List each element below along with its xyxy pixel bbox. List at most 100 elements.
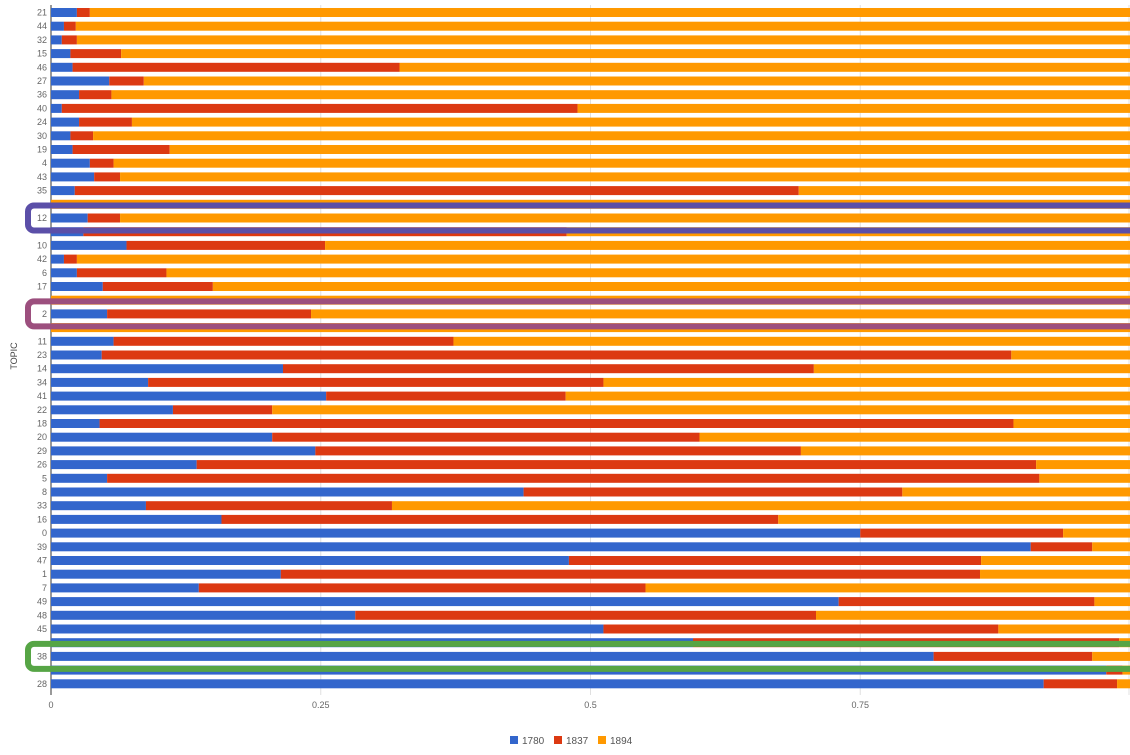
bar-segment-1837 <box>145 501 392 511</box>
bar-segment-1780 <box>51 8 77 17</box>
bar-segment-1780 <box>51 556 569 565</box>
category-label: 42 <box>37 254 47 264</box>
bar-segment-1780 <box>51 282 103 291</box>
bar-segment-1894 <box>1092 542 1130 552</box>
category-label: 14 <box>37 364 47 374</box>
bar-segment-1837 <box>860 528 1064 538</box>
bar-segment-1894 <box>75 21 1130 31</box>
bar-segment-1894 <box>1117 679 1130 689</box>
bar-segment-1837 <box>1043 679 1118 689</box>
bar-segment-1894 <box>645 583 1130 593</box>
category-labels: 2144321546273640243019443351210426172112… <box>37 8 47 689</box>
bar-segment-1780 <box>51 487 524 497</box>
bar-segment-1894 <box>272 405 1130 415</box>
category-label: 4 <box>42 158 47 168</box>
category-label: 19 <box>37 145 47 155</box>
bar-segment-1837 <box>70 131 94 141</box>
bar-segment-1837 <box>107 473 1040 483</box>
bar-segment-1837 <box>70 49 122 59</box>
bar-segment-1894 <box>453 336 1130 346</box>
bar-segment-1780 <box>51 514 222 524</box>
bar-segment-1780 <box>51 90 80 100</box>
bar-segment-1780 <box>51 528 861 538</box>
bar-segment-1780 <box>51 679 1044 689</box>
category-label: 20 <box>37 432 47 442</box>
category-label: 43 <box>37 172 47 182</box>
bar-segment-1780 <box>51 364 283 374</box>
bar-segment-1894 <box>603 377 1130 387</box>
bar-segment-1780 <box>51 76 110 86</box>
category-label: 28 <box>37 679 47 689</box>
bar-segment-1837 <box>107 309 312 319</box>
bar-segment-1780 <box>51 542 1031 552</box>
bar-segment-1894 <box>813 364 1130 374</box>
category-label: 10 <box>37 240 47 250</box>
bar-segment-1894 <box>391 501 1130 511</box>
bar-segment-1780 <box>51 35 62 45</box>
bar-segment-1780 <box>51 405 173 415</box>
bar-segment-1780 <box>51 145 73 154</box>
category-label: 11 <box>38 336 47 346</box>
category-label: 30 <box>37 131 47 141</box>
bar-segment-1837 <box>603 624 999 634</box>
bar-segment-1780 <box>51 624 604 634</box>
bar-segment-1894 <box>1039 473 1130 483</box>
bar-segment-1837 <box>109 76 144 86</box>
category-label: 47 <box>37 556 47 566</box>
bar-segment-1837 <box>102 282 213 291</box>
category-label: 23 <box>37 350 47 360</box>
bar-segment-1837 <box>72 62 400 72</box>
bar-segment-1780 <box>51 103 62 113</box>
category-label: 46 <box>37 62 47 72</box>
bar-segment-1837 <box>523 487 903 497</box>
bar-segment-1837 <box>63 21 76 31</box>
bar-segment-1780 <box>51 254 64 264</box>
bar-segment-1894 <box>816 610 1130 620</box>
bar-segment-1780 <box>51 213 88 223</box>
category-label: 35 <box>37 186 47 196</box>
bar-segment-1894 <box>89 8 1130 17</box>
bar-segment-1837 <box>101 350 1012 360</box>
bar-segment-1837 <box>1030 542 1093 552</box>
bar-segment-1837 <box>282 364 814 374</box>
bar-segment-1780 <box>51 377 149 387</box>
bar-segment-1780 <box>51 597 839 607</box>
bar-segment-1894 <box>131 117 1130 127</box>
bar-segment-1837 <box>99 419 1014 428</box>
bar-segment-1894 <box>981 556 1130 565</box>
bar-segment-1837 <box>280 569 981 579</box>
bar-segment-1894 <box>325 240 1130 250</box>
bar-segment-1837 <box>87 213 121 223</box>
category-label: 38 <box>37 651 47 661</box>
y-axis-title: TOPIC <box>9 342 19 370</box>
category-label: 8 <box>42 487 47 497</box>
bar-segment-1780 <box>51 117 80 127</box>
bar-segment-1894 <box>111 90 1130 100</box>
bar-segment-1780 <box>51 501 146 511</box>
bar-segment-1894 <box>93 131 1130 141</box>
category-label: 16 <box>37 514 47 524</box>
bar-segment-1780 <box>51 446 316 456</box>
x-tick-label: 0.25 <box>312 700 330 710</box>
bar-segment-1894 <box>980 569 1130 579</box>
bar-segment-1837 <box>72 145 170 154</box>
category-label: 2 <box>42 309 47 319</box>
bar-segment-1837 <box>94 172 121 182</box>
bar-segment-1837 <box>196 460 1037 470</box>
bar-segment-1894 <box>169 145 1130 154</box>
x-tick-labels: 0 0.25 0.5 0.75 <box>48 700 869 710</box>
bar-segment-1894 <box>311 309 1130 319</box>
category-label: 12 <box>37 213 47 223</box>
category-label: 26 <box>37 460 47 470</box>
legend-swatch-1780 <box>510 736 518 744</box>
x-tick-label: 0 <box>48 700 53 710</box>
bar-segment-1894 <box>212 282 1130 291</box>
x-tick-label: 0.5 <box>584 700 597 710</box>
bar-segment-1837 <box>221 514 779 524</box>
category-label: 27 <box>37 76 47 86</box>
bar-segment-1837 <box>113 336 454 346</box>
bar-segment-1837 <box>79 90 112 100</box>
category-label: 24 <box>37 117 47 127</box>
highlight-box-2 <box>25 298 1130 330</box>
